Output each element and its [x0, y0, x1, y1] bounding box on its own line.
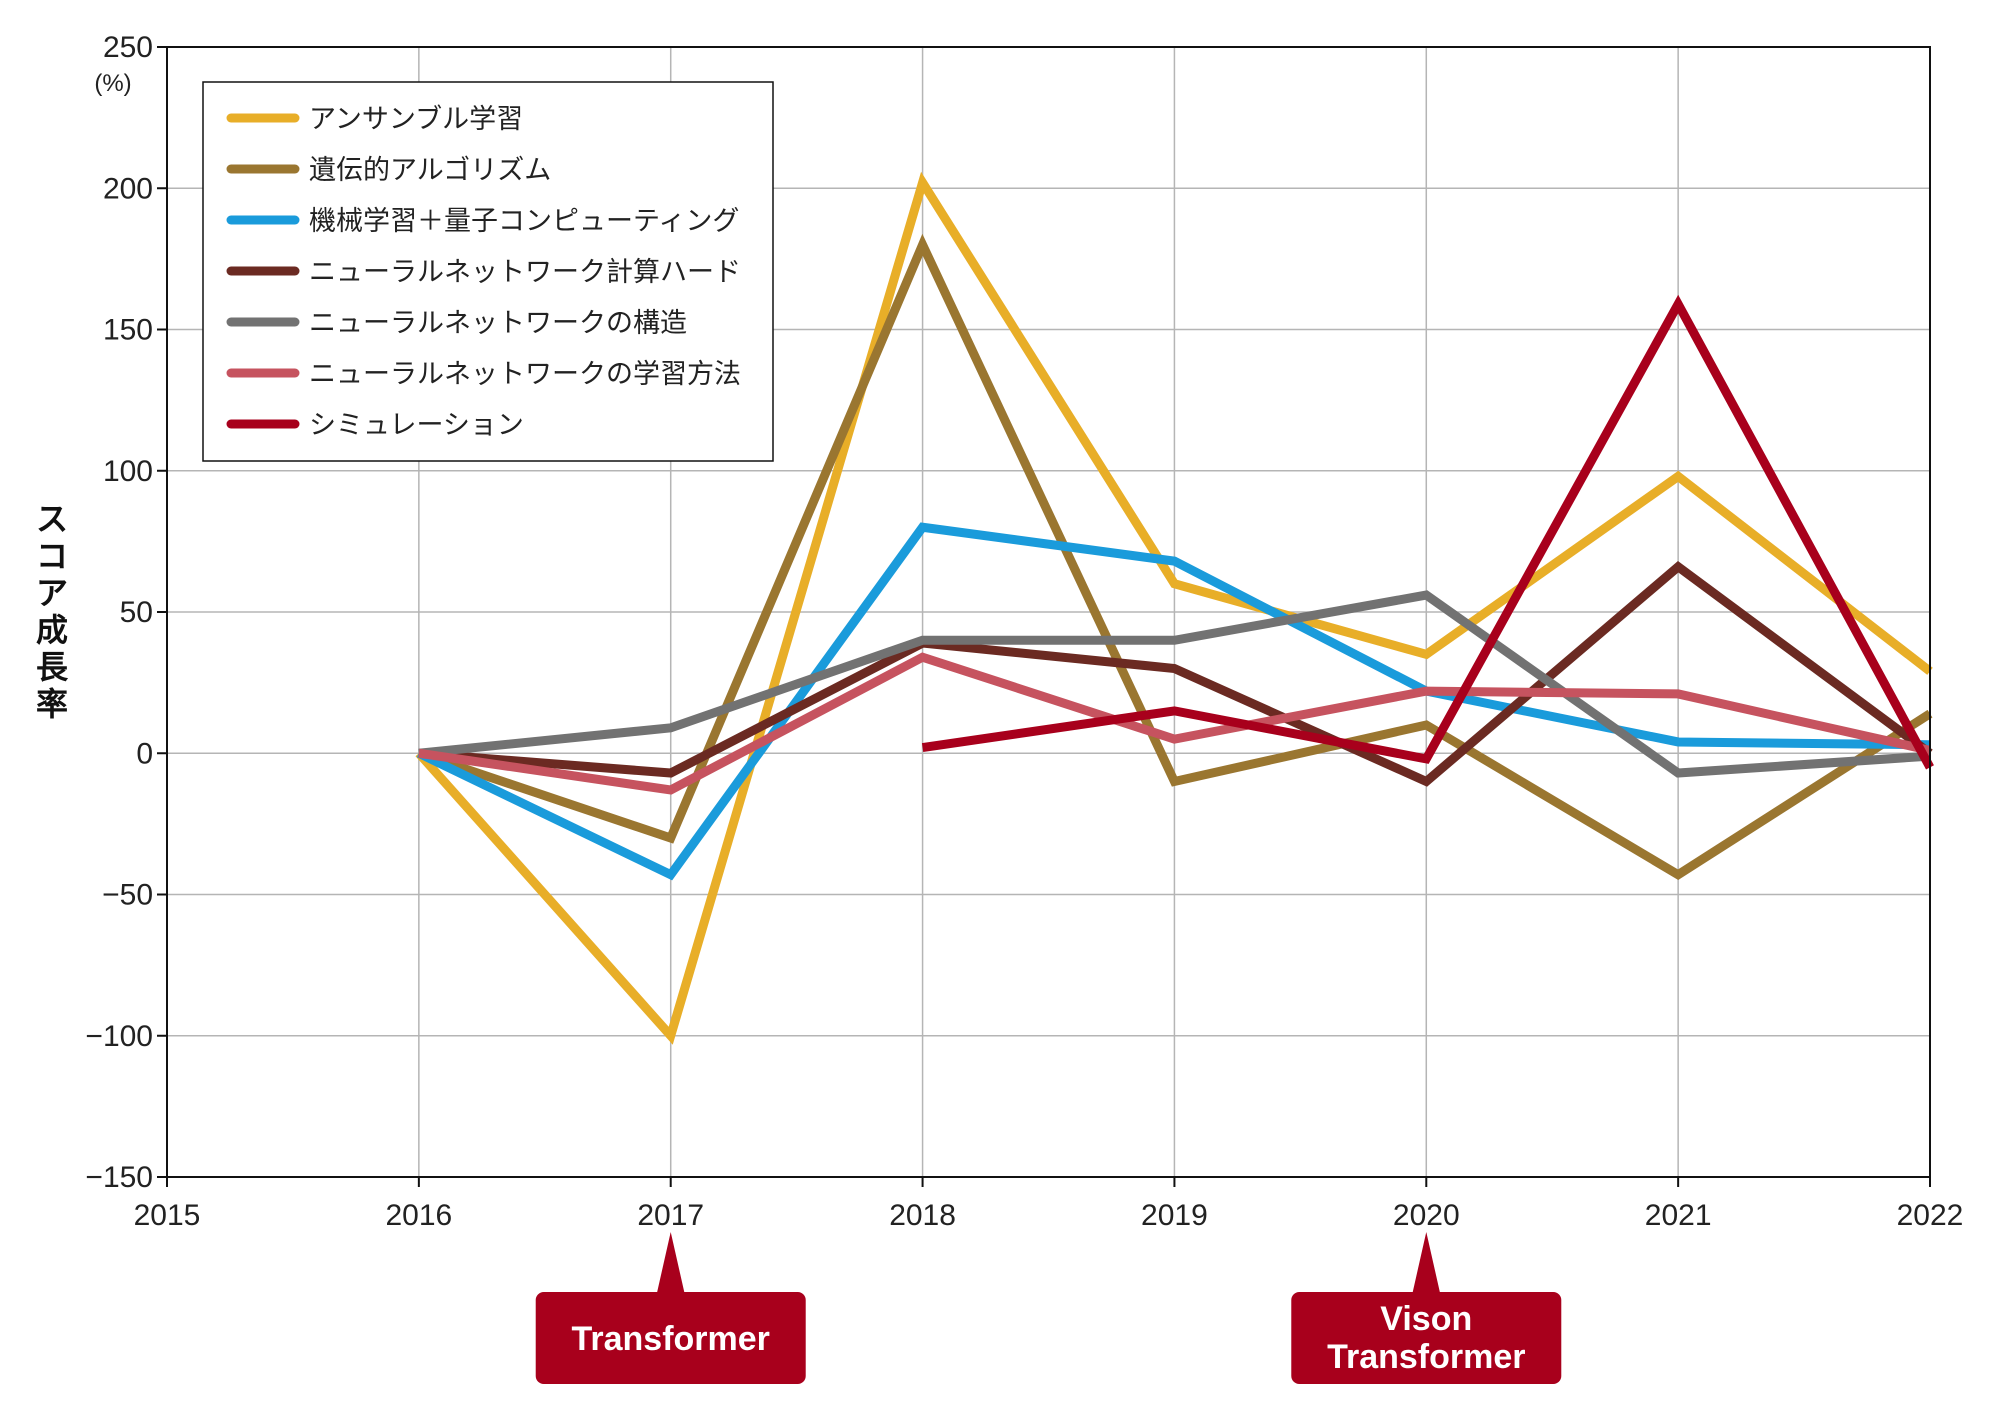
series-line-6	[418, 652, 1931, 795]
y-axis-label-char: 率	[36, 685, 68, 723]
y-tick-label: 100	[103, 455, 153, 488]
legend: アンサンブル学習遺伝的アルゴリズム機械学習＋量子コンピューティングニューラルネッ…	[202, 81, 774, 462]
legend-label: ニューラルネットワークの学習方法	[309, 359, 741, 390]
x-tick-label: 2020	[1393, 1199, 1460, 1232]
y-axis-label: スコア成長率	[36, 500, 69, 723]
callout-box	[1291, 1292, 1562, 1384]
y-axis-label-char: ス	[36, 500, 68, 538]
x-tick-label: 2022	[1897, 1199, 1964, 1232]
callout-label: Transformer	[572, 1320, 770, 1358]
callout-pointer	[656, 1232, 685, 1294]
series-line-2	[417, 233, 1933, 881]
x-tick-label: 2018	[889, 1199, 956, 1232]
y-axis-label-char: ア	[36, 574, 68, 612]
y-tick-label: −150	[85, 1161, 153, 1194]
x-tick-label: 2016	[385, 1199, 452, 1232]
legend-label: アンサンブル学習	[309, 104, 523, 135]
y-tick-label: 200	[103, 172, 153, 205]
series-line-1	[415, 171, 1933, 1045]
x-tick-label: 2015	[134, 1199, 201, 1232]
x-tick-label: 2019	[1141, 1199, 1208, 1232]
series-line-3	[416, 522, 1931, 881]
axes: −150 −100 −50 0 50 100 150 200 250 (%) 2015 2016 201…	[36, 31, 1963, 1232]
series-line-7	[921, 294, 1934, 770]
series-line-5	[418, 590, 1931, 778]
y-unit-label: (%)	[94, 70, 131, 97]
y-tick-label: 150	[103, 314, 153, 347]
x-tick-label: 2017	[637, 1199, 704, 1232]
y-axis-label-char: 成	[36, 611, 68, 649]
y-axis-label-char: コ	[36, 537, 68, 575]
y-tick-label: 50	[120, 596, 153, 629]
y-tick-label: −50	[102, 879, 153, 912]
callout-pointer	[1412, 1232, 1441, 1294]
legend-label: ニューラルネットワーク計算ハード	[309, 257, 741, 288]
callout-box	[535, 1292, 806, 1384]
series-line-4	[418, 561, 1933, 787]
callout-label: Transformer	[1327, 1338, 1525, 1376]
legend-label: 機械学習＋量子コンピューティング	[309, 206, 739, 237]
y-tick-label: 250	[103, 31, 153, 64]
series-lines	[415, 171, 1934, 1045]
legend-label: ニューラルネットワークの構造	[309, 308, 687, 339]
legend-label: 遺伝的アルゴリズム	[309, 155, 551, 186]
x-tick-label: 2021	[1645, 1199, 1712, 1232]
y-tick-label: 0	[136, 737, 153, 770]
legend-label: シミュレーション	[309, 410, 524, 441]
y-axis-label-char: 長	[36, 648, 69, 686]
y-tick-label: −100	[85, 1020, 153, 1053]
callout-label: Vison	[1380, 1300, 1472, 1338]
